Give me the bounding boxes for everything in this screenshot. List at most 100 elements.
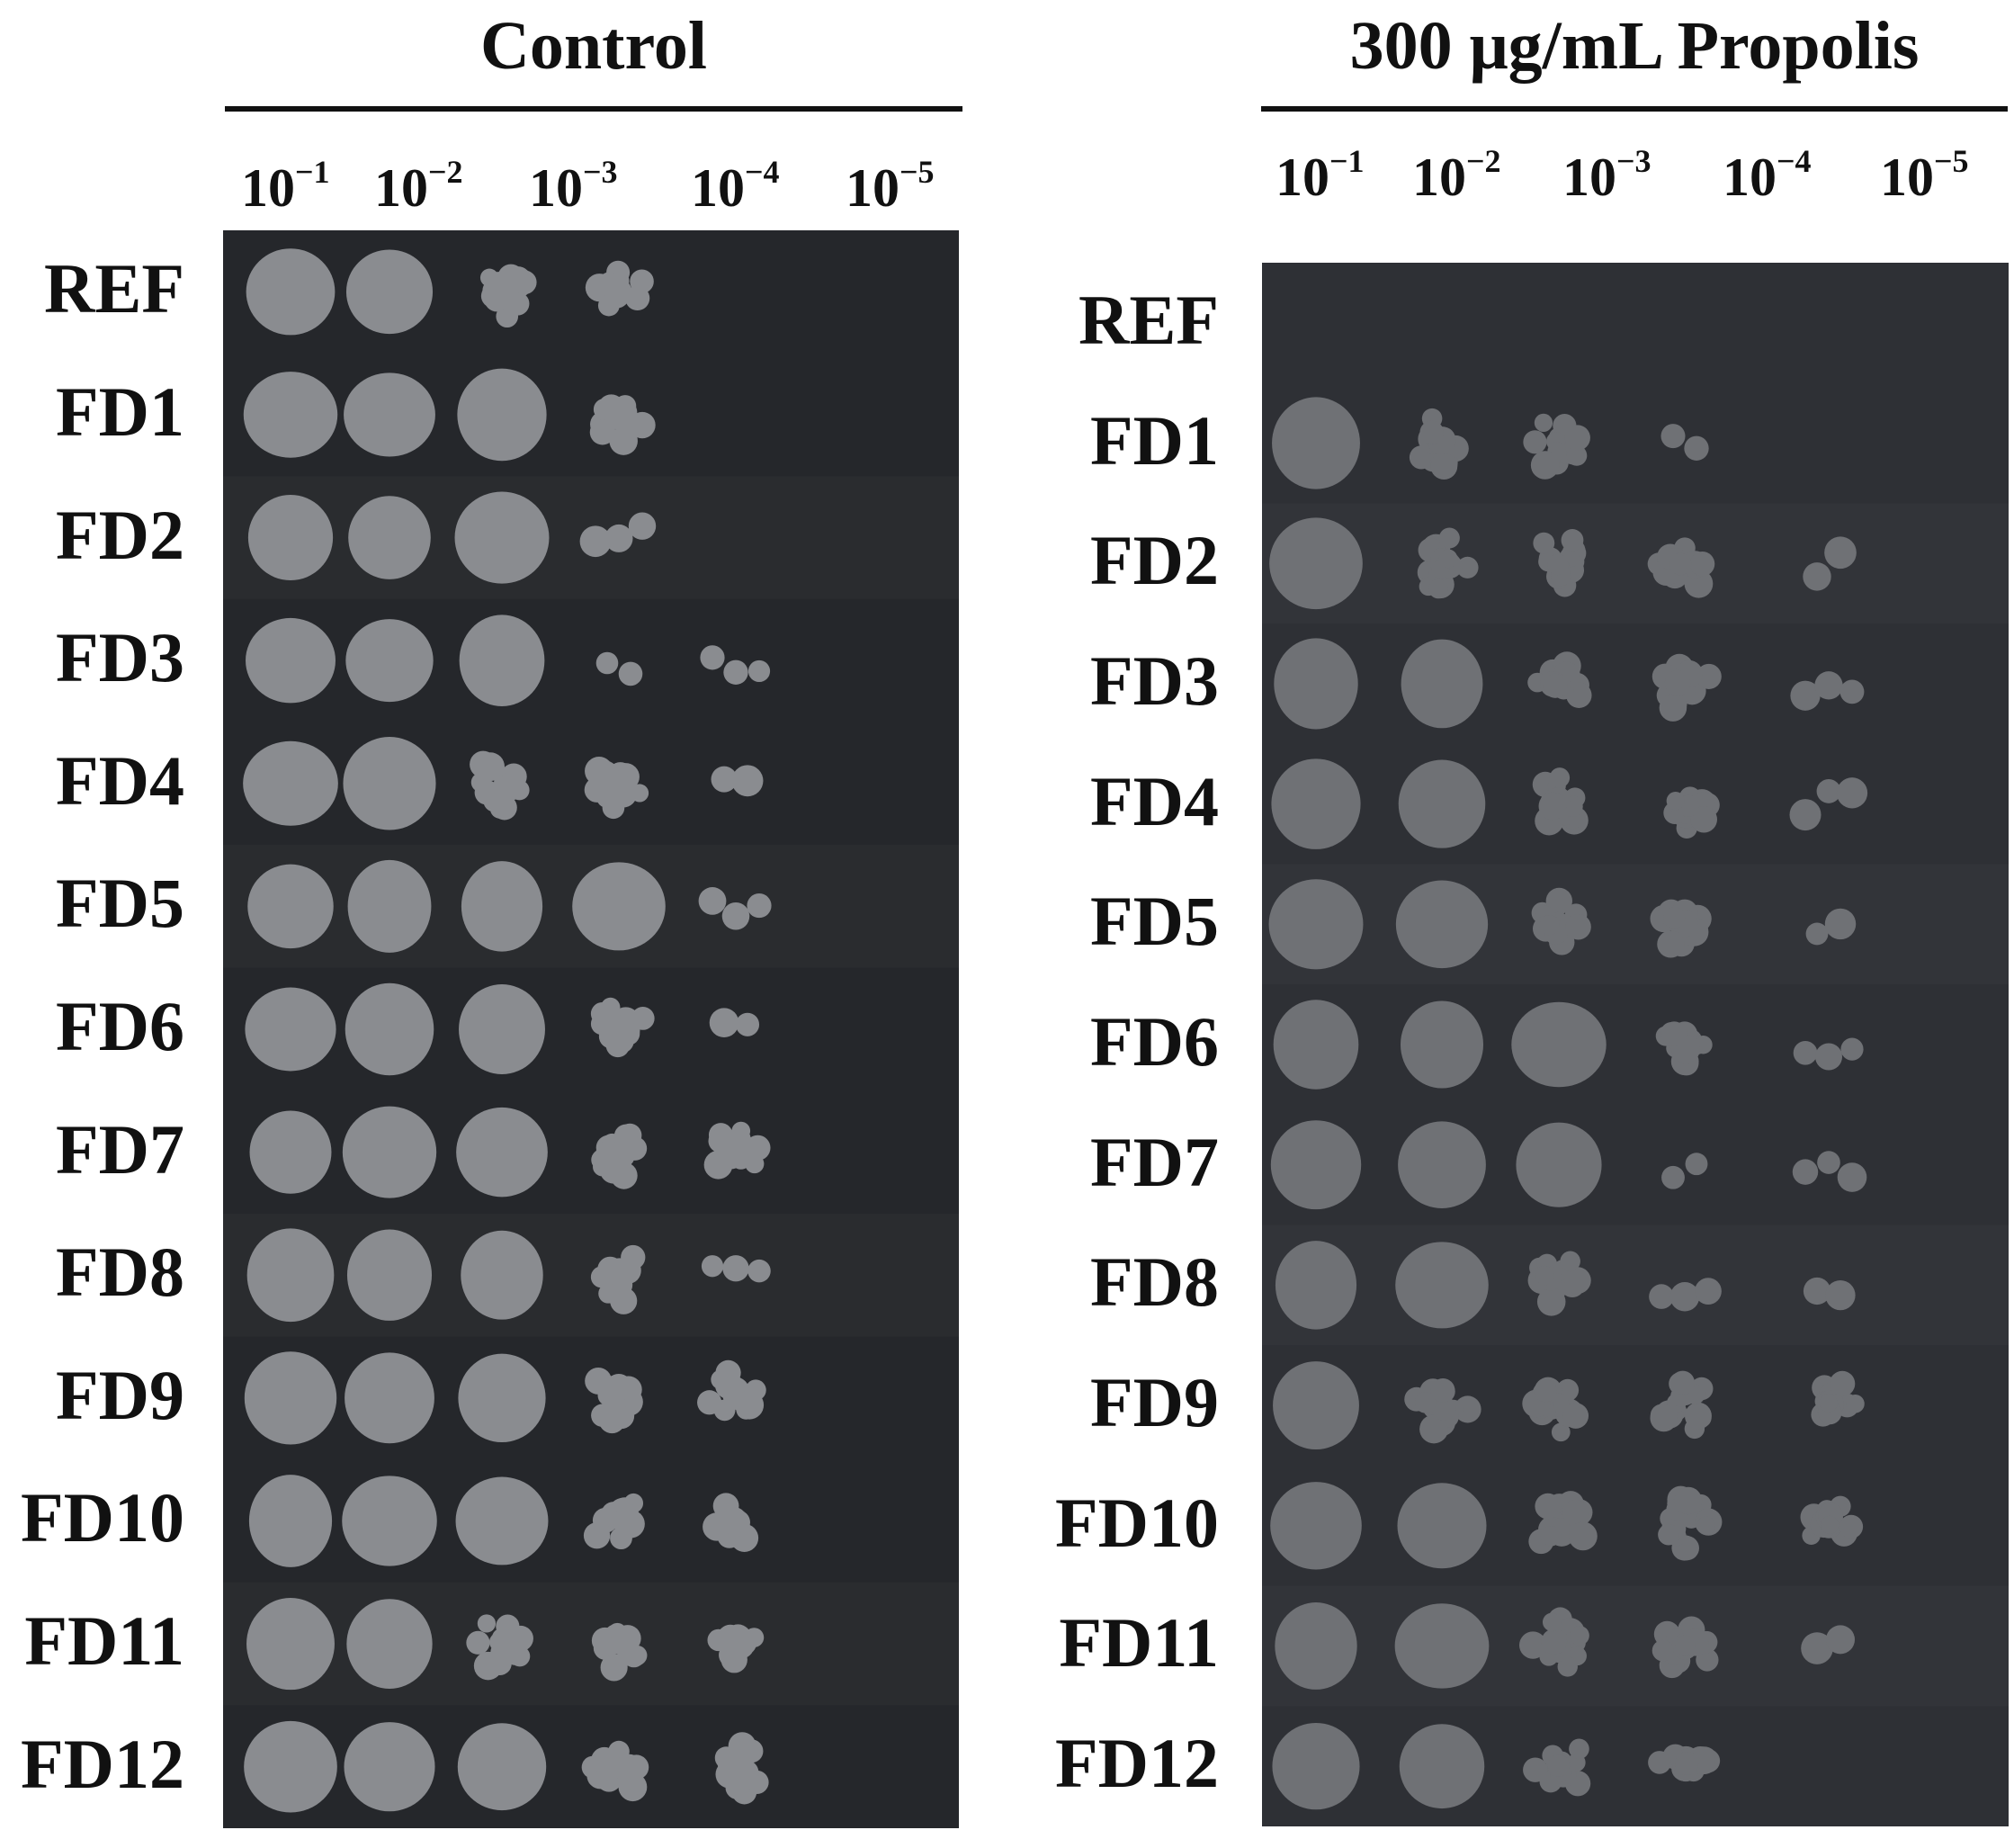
colony-spot	[1803, 1277, 1856, 1311]
dilution-label: 10−2	[1412, 142, 1501, 209]
colony-spot	[244, 1720, 337, 1813]
colony-spot	[346, 1599, 433, 1689]
colony-spot	[1268, 879, 1364, 970]
colony-spot	[466, 1614, 533, 1681]
strain-label: FD10	[1055, 1483, 1219, 1562]
colony-spot	[348, 496, 431, 579]
colony-spot	[1649, 1278, 1722, 1312]
colony-spot	[1800, 1495, 1864, 1547]
colony-spot	[1793, 1037, 1864, 1071]
colony-spot	[1523, 1738, 1591, 1797]
dilution-base: 10	[1412, 148, 1466, 207]
colony-spot	[711, 765, 764, 797]
colony-spot	[1658, 1485, 1723, 1561]
colony-spot	[1274, 638, 1358, 730]
plate-image	[1262, 263, 2009, 1826]
colony-spot	[1273, 1000, 1359, 1090]
strain-label: FD5	[56, 864, 184, 943]
colony-spot	[589, 394, 656, 455]
colony-spot	[1400, 1000, 1484, 1089]
plate-background	[1262, 263, 2009, 1826]
colony-spot	[1399, 1724, 1485, 1809]
colony-spot	[1527, 651, 1592, 708]
colony-spot	[1647, 537, 1715, 598]
dilution-exponent: −3	[583, 154, 618, 190]
colony-spot	[458, 1353, 546, 1443]
colony-spot	[1522, 1377, 1589, 1442]
colony-spot	[1523, 413, 1590, 480]
title-underline	[225, 106, 962, 112]
dilution-base: 10	[1276, 148, 1329, 207]
strain-label: FD3	[56, 618, 184, 697]
colony-spot	[1651, 1616, 1719, 1679]
colony-spot	[345, 1352, 434, 1444]
strain-label: FD11	[24, 1601, 184, 1681]
colony-spot	[583, 1493, 645, 1550]
colony-spot	[579, 512, 657, 558]
colony-spot	[1273, 1361, 1359, 1450]
colony-spot	[243, 740, 338, 826]
dilution-base: 10	[1723, 148, 1777, 207]
colony-spot	[700, 645, 771, 685]
dilution-base: 10	[1880, 148, 1934, 207]
colony-spot	[572, 862, 666, 951]
colony-spot	[1650, 1370, 1714, 1440]
colony-spot	[461, 861, 543, 952]
colony-spot	[249, 1110, 332, 1194]
colony-spot	[247, 495, 334, 581]
dilution-exponent: −4	[1777, 143, 1812, 179]
dilution-exponent: −2	[428, 154, 463, 190]
colony-spot	[459, 984, 545, 1074]
strain-label: FD9	[1090, 1363, 1219, 1442]
strain-label: FD8	[1090, 1242, 1219, 1322]
spot-plate	[223, 230, 959, 1828]
colony-spot	[1663, 786, 1720, 839]
colony-spot	[1531, 887, 1591, 955]
dilution-label: 10−1	[241, 153, 330, 220]
colony-spot	[703, 1121, 771, 1180]
colony-spot	[1401, 639, 1483, 729]
dilution-exponent: −5	[900, 154, 935, 190]
colony-spot	[246, 617, 336, 704]
dilution-label: 10−5	[846, 153, 935, 220]
dilution-label: 10−4	[691, 153, 780, 220]
colony-spot	[1275, 1602, 1357, 1690]
colony-spot	[585, 1367, 643, 1434]
colony-spot	[243, 372, 338, 458]
dilution-exponent: −1	[1329, 143, 1365, 179]
colony-spot	[456, 1107, 548, 1198]
strain-label: FD7	[56, 1109, 184, 1189]
colony-spot	[1650, 899, 1712, 958]
plate-band	[1262, 864, 2009, 984]
colony-spot	[1655, 1021, 1713, 1076]
colony-spot	[345, 982, 434, 1076]
strain-label: FD4	[1090, 761, 1219, 840]
dilution-exponent: −4	[745, 154, 780, 190]
colony-spot	[1394, 1603, 1490, 1689]
colony-spot	[459, 615, 545, 706]
dilution-base: 10	[241, 158, 295, 218]
colony-spot	[1511, 1001, 1607, 1088]
colony-spot	[1803, 536, 1857, 591]
colony-spot	[470, 750, 530, 821]
colony-spot	[1272, 397, 1360, 489]
strain-label: FD1	[1090, 400, 1219, 480]
dilution-exponent: −2	[1466, 143, 1501, 179]
dilution-exponent: −5	[1934, 143, 1969, 179]
title-underline	[1261, 106, 2008, 112]
colony-spot	[1790, 671, 1865, 711]
colony-spot	[346, 1229, 433, 1321]
colony-spot	[697, 1359, 766, 1422]
colony-spot	[245, 987, 336, 1072]
colony-spot	[1811, 1370, 1865, 1427]
strain-label: FD10	[21, 1478, 184, 1557]
propolis-panel: 300 μg/mL Propolis 10−1 10−2 10−3 10−4 10−5 …	[1034, 0, 2014, 1848]
colony-spot	[1651, 653, 1722, 722]
colony-spot	[1409, 408, 1469, 480]
strain-label: REF	[44, 249, 184, 328]
colony-spot	[454, 491, 550, 584]
colony-spot	[707, 1624, 765, 1673]
dilution-base: 10	[529, 158, 583, 218]
colony-spot	[1516, 1122, 1602, 1207]
dilution-base: 10	[374, 158, 428, 218]
